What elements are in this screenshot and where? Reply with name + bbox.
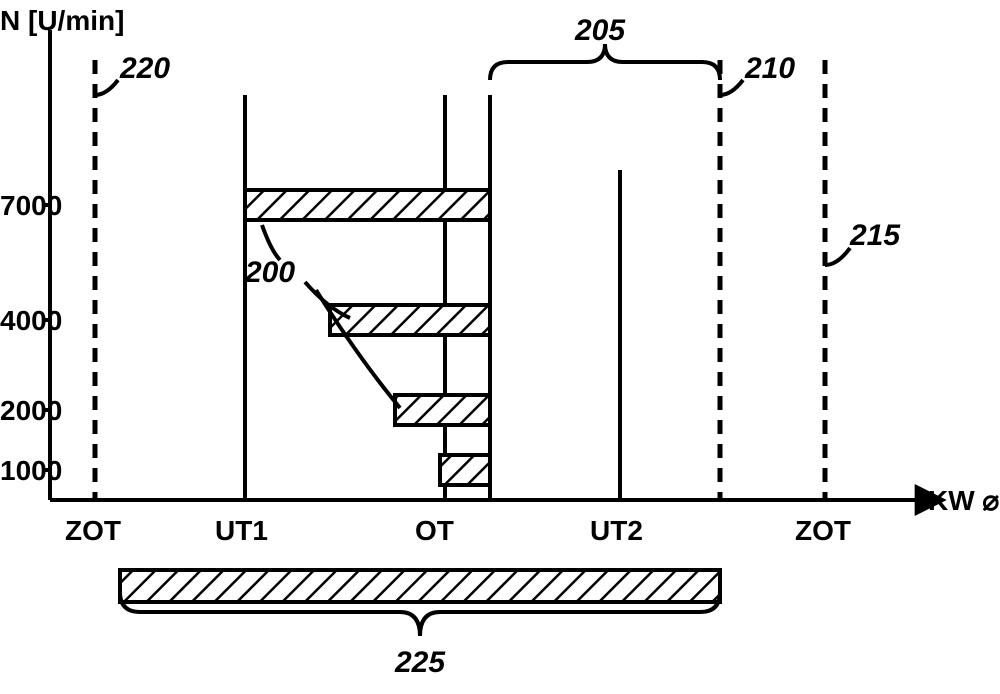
data-bar xyxy=(330,305,490,335)
leader-line xyxy=(720,80,743,95)
brace-top xyxy=(490,44,720,80)
data-bar xyxy=(245,190,490,220)
x-tick-label: OT xyxy=(415,515,454,546)
x-tick-label: UT1 xyxy=(215,515,268,546)
y-tick-label: 7000 xyxy=(0,190,62,221)
y-tick-label: 1000 xyxy=(0,455,62,486)
reference-number: 205 xyxy=(574,14,626,47)
reference-number: 225 xyxy=(394,646,446,679)
leader-line xyxy=(262,225,280,260)
x-tick-label: UT2 xyxy=(590,515,643,546)
y-tick-label: 4000 xyxy=(0,305,62,336)
leader-line xyxy=(825,248,850,265)
reference-number: 215 xyxy=(849,219,901,252)
y-axis-label: N [U/min] xyxy=(0,5,124,36)
data-bar xyxy=(395,395,490,425)
x-tick-label: ZOT xyxy=(65,515,121,546)
reference-number: 220 xyxy=(119,52,170,85)
y-tick-label: 2000 xyxy=(0,395,62,426)
leader-line xyxy=(95,80,118,95)
range-bar xyxy=(120,570,720,602)
data-bar xyxy=(440,455,490,485)
x-tick-label: ZOT xyxy=(795,515,851,546)
leader-line xyxy=(305,282,350,318)
reference-number: 200 xyxy=(244,256,295,289)
reference-number: 210 xyxy=(744,52,795,85)
x-axis-label: KW ⌀ [°] xyxy=(928,485,1000,516)
